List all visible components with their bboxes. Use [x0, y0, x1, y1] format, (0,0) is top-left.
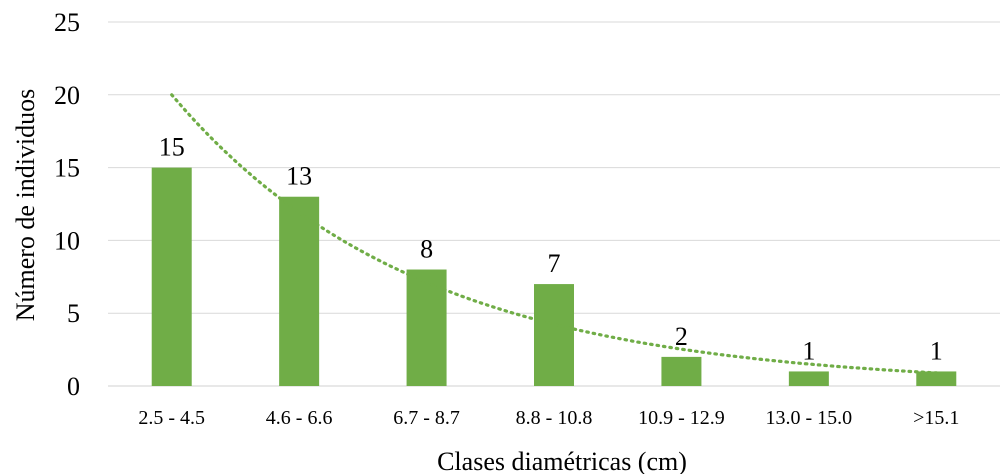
x-axis-ticks: 2.5 - 4.5 4.6 - 6.6 6.7 - 8.7 8.8 - 10.8 10.…: [138, 407, 959, 429]
data-label: 13: [286, 162, 312, 191]
bar: [916, 371, 957, 386]
y-axis-title: Número de individuos: [11, 89, 40, 322]
data-label: 8: [420, 235, 433, 264]
x-tick-label: 4.6 - 6.6: [266, 407, 333, 429]
x-tick-label: 6.7 - 8.7: [393, 407, 460, 429]
bars: [151, 167, 957, 386]
data-label: 2: [675, 322, 688, 351]
y-tick-label: 15: [54, 154, 80, 183]
bar: [534, 284, 574, 386]
data-label: 1: [930, 336, 943, 365]
data-labels: 15 13 8 7 2 1 1: [159, 133, 943, 366]
y-tick-label: 0: [67, 372, 80, 401]
x-axis-title: Clases diamétricas (cm): [437, 447, 687, 474]
y-axis-ticks: 0 5 10 15 20 25: [54, 8, 80, 401]
data-label: 7: [548, 249, 561, 278]
bar: [661, 356, 702, 386]
bar: [279, 196, 320, 386]
trendline-group: [170, 93, 938, 375]
y-tick-label: 10: [54, 226, 80, 255]
x-tick-label: 8.8 - 10.8: [516, 407, 593, 429]
gridlines: [108, 21, 1000, 387]
x-tick-label: 2.5 - 4.5: [138, 407, 205, 429]
trendline: [170, 93, 938, 375]
y-tick-label: 5: [67, 299, 80, 328]
bar: [151, 167, 192, 386]
x-tick-label: 13.0 - 15.0: [766, 407, 853, 429]
data-label: 1: [802, 336, 815, 365]
y-tick-label: 20: [54, 81, 80, 110]
y-tick-label: 25: [54, 8, 80, 37]
x-tick-label: 10.9 - 12.9: [638, 407, 725, 429]
bar: [406, 269, 447, 386]
bar: [788, 371, 829, 386]
x-tick-label: >15.1: [913, 407, 959, 429]
data-label: 15: [159, 133, 185, 162]
